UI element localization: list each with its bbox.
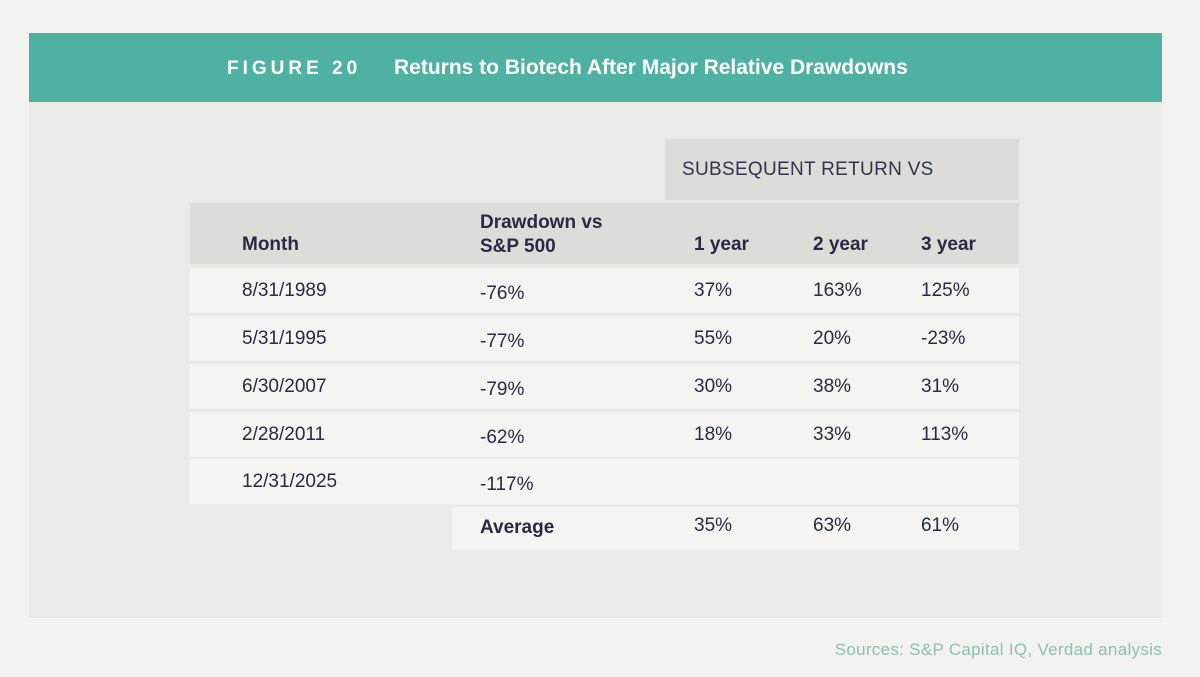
cell-3-year: 31% <box>921 376 960 397</box>
cell-1-year: 30% <box>694 376 733 397</box>
cell-month: 6/30/2007 <box>242 376 327 397</box>
figure-title: Returns to Biotech After Major Relative … <box>394 56 908 79</box>
cell-drawdown: -117% <box>480 474 534 495</box>
cell-drawdown: -77% <box>480 331 525 352</box>
column-header-2-year: 2 year <box>813 234 868 255</box>
cell-drawdown: -79% <box>480 379 525 400</box>
figure-panel: FIGURE 20 Returns to Biotech After Major… <box>29 33 1162 618</box>
column-header-drawdown-line2: S&P 500 <box>480 236 556 257</box>
table-header-row: Month Drawdown vs S&P 500 1 year 2 year … <box>190 203 1019 264</box>
column-header-month: Month <box>242 234 299 255</box>
cell-2-year: 163% <box>813 280 862 301</box>
cell-drawdown: -76% <box>480 283 525 304</box>
cell-2-year: 38% <box>813 376 852 397</box>
title-banner: FIGURE 20 Returns to Biotech After Major… <box>29 33 1162 102</box>
average-label: Average <box>480 517 555 538</box>
table-row: 2/28/2011 -62% 18% 33% 113% <box>190 412 1019 457</box>
table-row: 8/31/1989 -76% 37% 163% 125% <box>190 268 1019 313</box>
average-row: Average 35% 63% 61% <box>452 507 1019 550</box>
average-2-year: 63% <box>813 515 852 536</box>
column-header-drawdown-line1: Drawdown vs <box>480 212 603 233</box>
cell-2-year: 20% <box>813 328 852 349</box>
column-header-1-year: 1 year <box>694 234 749 255</box>
average-1-year: 35% <box>694 515 733 536</box>
cell-drawdown: -62% <box>480 427 525 448</box>
cell-month: 5/31/1995 <box>242 328 327 349</box>
table-row: 6/30/2007 -79% 30% 38% 31% <box>190 364 1019 409</box>
cell-1-year: 55% <box>694 328 733 349</box>
source-note: Sources: S&P Capital IQ, Verdad analysis <box>834 640 1162 659</box>
cell-3-year: -23% <box>921 328 966 349</box>
group-header: SUBSEQUENT RETURN VS MARKET <box>665 139 1019 241</box>
average-3-year: 61% <box>921 515 960 536</box>
table-row: 12/31/2025 -117% <box>190 459 1019 504</box>
cell-month: 2/28/2011 <box>242 424 326 445</box>
figure-number: FIGURE 20 <box>227 58 362 79</box>
cell-2-year: 33% <box>813 424 852 445</box>
cell-3-year: 113% <box>921 424 969 445</box>
cell-month: 12/31/2025 <box>242 471 338 492</box>
cell-1-year: 18% <box>694 424 733 445</box>
column-header-3-year: 3 year <box>921 234 976 255</box>
cell-month: 8/31/1989 <box>242 280 327 301</box>
table-row: 5/31/1995 -77% 55% 20% -23% <box>190 316 1019 361</box>
cell-1-year: 37% <box>694 280 733 301</box>
cell-3-year: 125% <box>921 280 970 301</box>
